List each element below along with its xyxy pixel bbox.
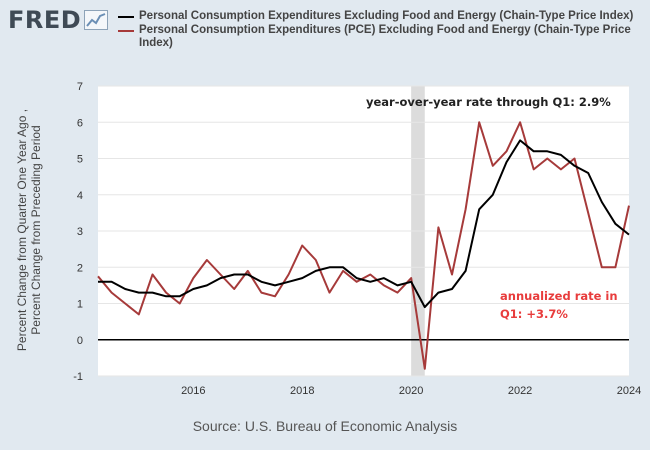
legend-item-core-pce-annualized[interactable]: Personal Consumption Expenditures (PCE) …: [118, 24, 638, 50]
y-tick-label: -1: [73, 371, 83, 383]
chart-legend: Personal Consumption Expenditures Exclud…: [118, 10, 638, 51]
x-tick-label: 2018: [290, 385, 314, 397]
y-tick-label: 7: [77, 81, 83, 93]
logo-text: FRED: [8, 6, 82, 34]
legend-swatch-red: [118, 30, 134, 32]
legend-item-core-pce[interactable]: Personal Consumption Expenditures Exclud…: [118, 10, 638, 23]
annotation-yoy: year-over-year rate through Q1: 2.9%: [366, 95, 611, 109]
y-tick-label: 6: [77, 117, 83, 129]
legend-label: Personal Consumption Expenditures Exclud…: [139, 10, 634, 22]
x-tick-label: 2024: [617, 385, 641, 397]
y-axis-label-cont: Percent Change from Preceding Period: [29, 125, 43, 334]
source-note: Source: U.S. Bureau of Economic Analysis: [192, 418, 458, 434]
annotation-annualized-value: Q1: +3.7%: [500, 307, 568, 321]
trend-line-icon: [84, 10, 109, 30]
y-axis-label: Percent Change from Quarter One Year Ago…: [15, 109, 29, 351]
legend-label: Personal Consumption Expenditures (PCE) …: [139, 24, 631, 49]
y-tick-label: 1: [77, 299, 83, 311]
series-line-annualized: [97, 121, 630, 370]
x-tick-label: 2022: [508, 385, 532, 397]
y-tick-label: 5: [77, 154, 83, 166]
legend-swatch-black: [118, 16, 134, 18]
y-tick-label: 3: [77, 226, 83, 238]
y-tick-label: 4: [77, 190, 83, 202]
x-tick-label: 2016: [181, 385, 205, 397]
x-tick-label: 2020: [399, 385, 423, 397]
series-line-yoy: [98, 139, 630, 309]
annotation-annualized: annualized rate in: [500, 289, 618, 303]
y-tick-label: 0: [77, 335, 83, 347]
y-tick-label: 2: [77, 262, 83, 274]
fred-logo[interactable]: FRED: [8, 6, 109, 34]
